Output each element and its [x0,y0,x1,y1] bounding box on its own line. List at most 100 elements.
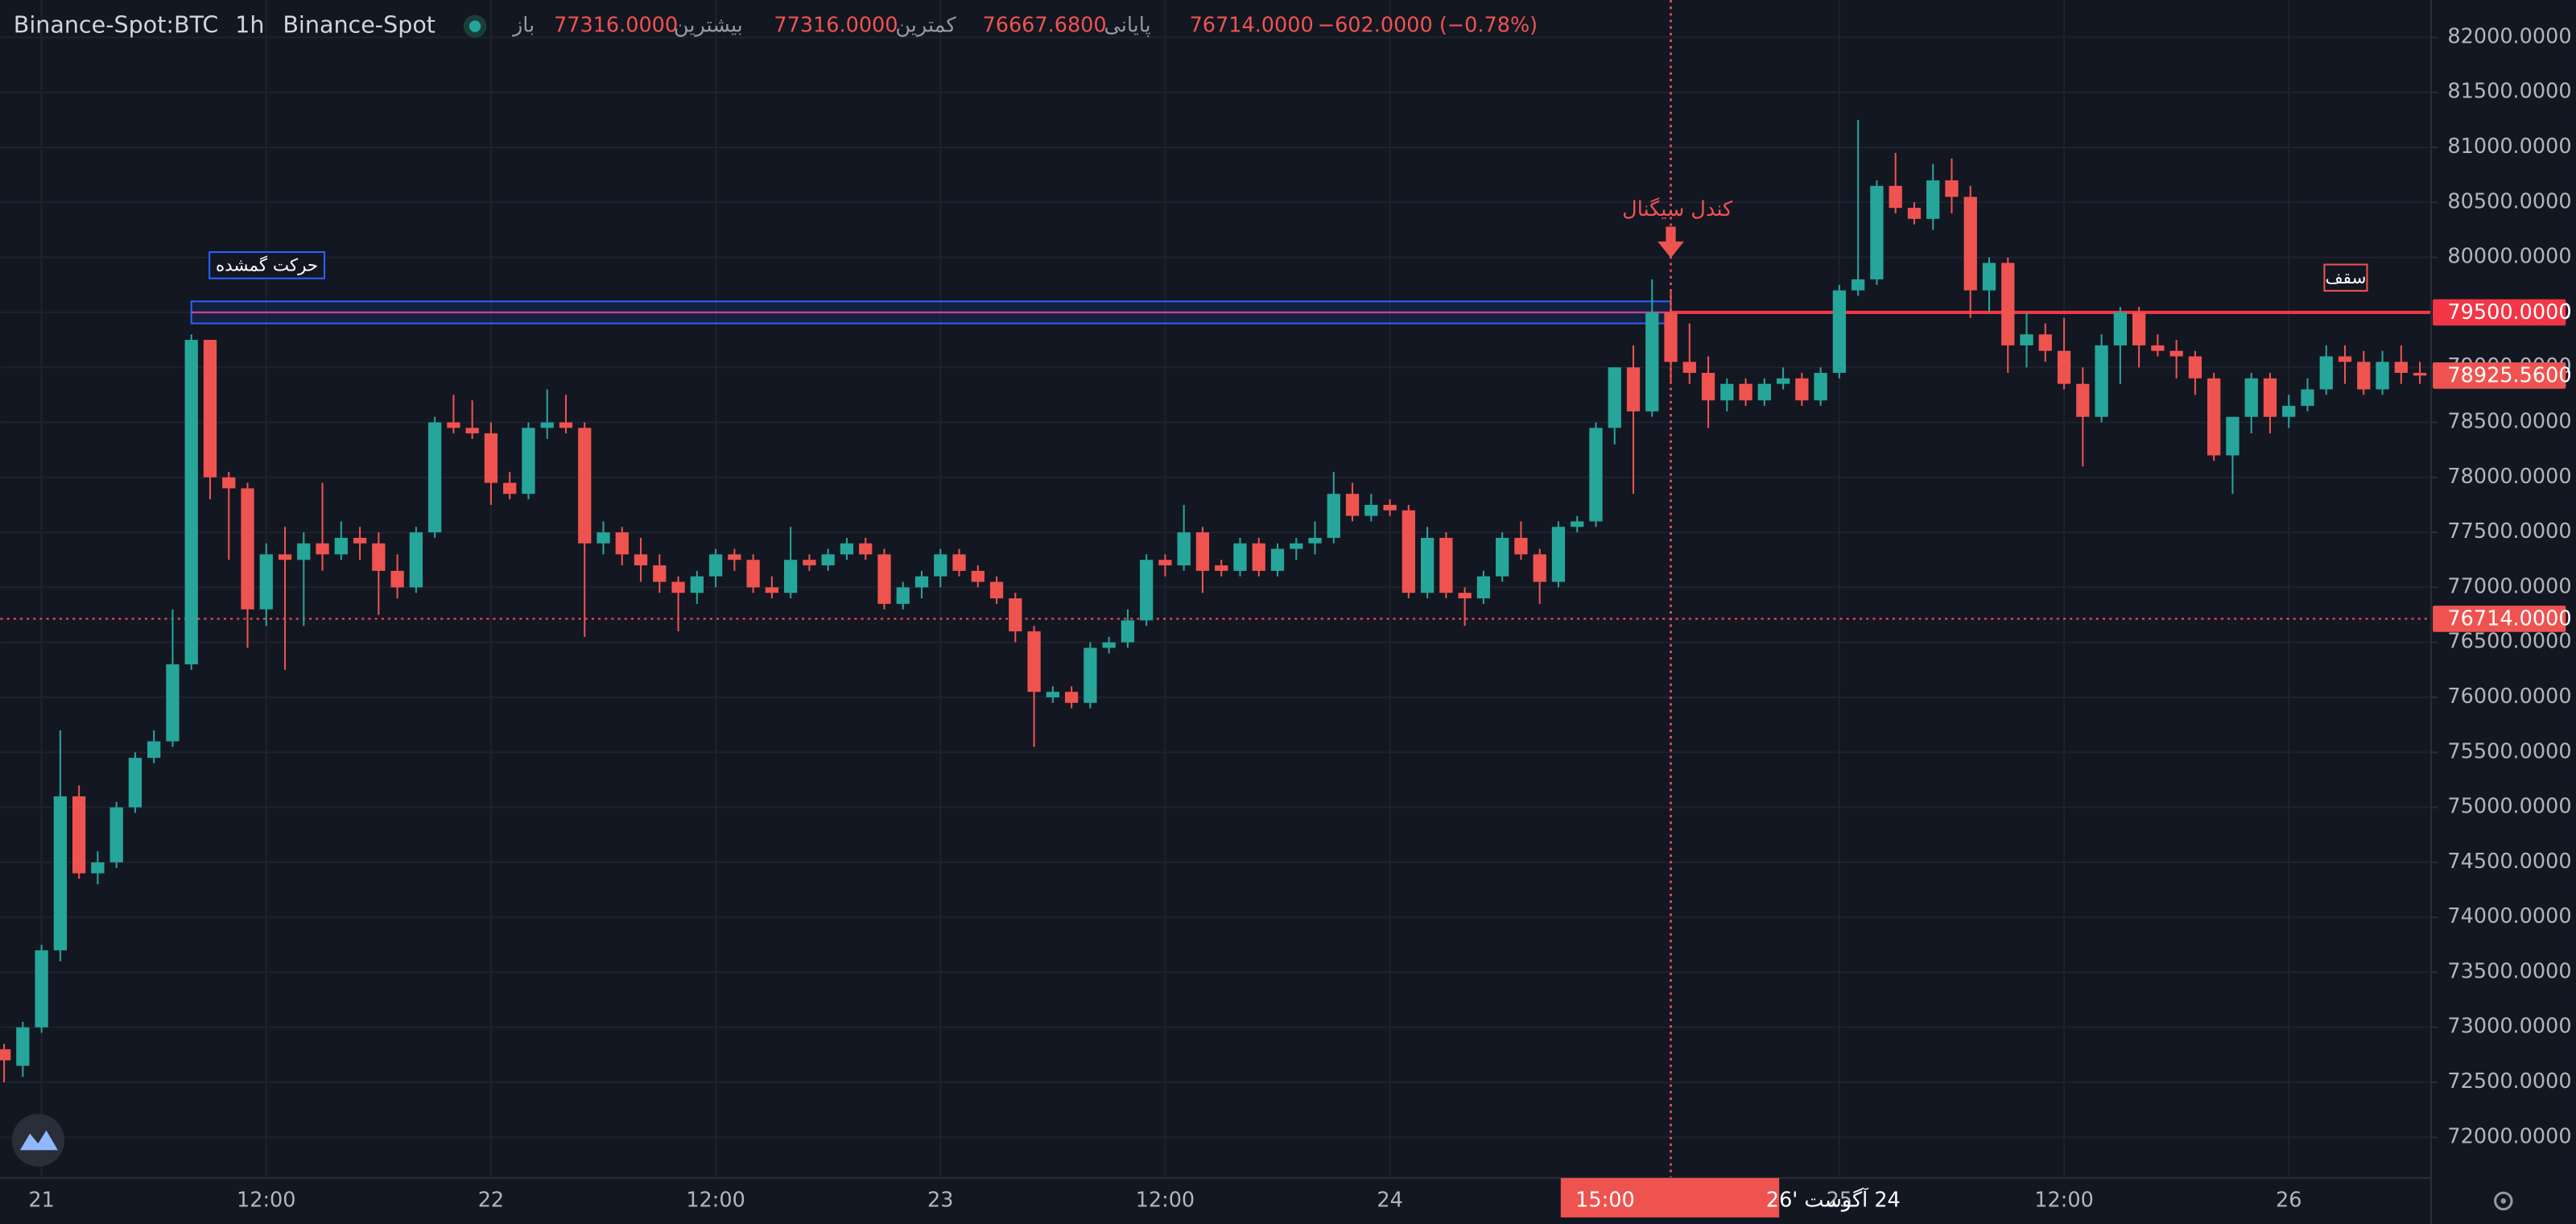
candle-body [1195,532,1210,571]
y-tick-label: 73500.0000 [2447,959,2571,983]
candle-body [334,537,348,555]
x-tick-label: 22 [478,1188,504,1212]
header: Binance-Spot:BTC 1h Binance-Spot باز 773… [14,11,1538,39]
y-tick-label: 78000.0000 [2447,465,2571,489]
candle-body [803,560,816,566]
y-tick-label: 81000.0000 [2447,134,2571,159]
candle-body [1551,527,1566,582]
candle-body [1626,367,1641,411]
y-tick-label: 78500.0000 [2447,410,2571,434]
candle-body [1776,378,1790,384]
candle-body [2001,263,2015,345]
y-tick-label: 76000.0000 [2447,684,2571,709]
interval[interactable]: 1h [235,11,264,39]
candle-body [1814,373,1827,401]
candle-body [2169,350,2183,357]
candle-body [1907,208,1922,219]
x-tick-label: 12:00 [686,1188,745,1212]
candle-body [989,581,1004,599]
candle-body [2207,378,2221,456]
candle-body [1496,537,1509,577]
candle-body [1476,576,1491,599]
candle-body [1402,510,1415,593]
candle-body [578,428,592,544]
x-tick-label: 26 [2276,1188,2301,1212]
candle-body [16,1027,30,1066]
candle-body [91,862,105,874]
price-label-box [2433,299,2566,326]
candle-body [877,554,891,604]
candle-body [278,554,292,560]
signal-label: کندل سیگنال [1622,197,1733,221]
candle-body [2038,334,2052,351]
y-tick-label: 81500.0000 [2447,80,2571,104]
candle-body [1046,692,1059,697]
candle-body [2319,356,2333,390]
zone-label: حرکت گمشده [216,254,318,275]
price-label: 79500.0000 [2447,300,2571,325]
candle-body [1645,312,1659,411]
candle-body [1252,543,1265,571]
candle-body [821,554,835,566]
candle-body [1701,373,1715,401]
candle-body [372,543,386,571]
exchange[interactable]: Binance-Spot [283,11,436,39]
candle-body [765,587,779,593]
candle-body [222,477,236,489]
candle-body [1945,180,1959,197]
logo[interactable] [11,1114,64,1167]
legend-value: 76714.0000 [1190,14,1314,38]
candle-body [128,758,142,808]
candle-body [1514,537,1528,555]
candle-body [1832,290,1847,374]
candle-body [1270,548,1285,571]
y-tick-label: 74500.0000 [2447,850,2571,874]
price-label-box [2433,362,2566,389]
x-tick-label: 12:00 [1136,1188,1195,1212]
candle-body [2151,345,2165,351]
candle-body [728,554,741,560]
symbol[interactable]: Binance-Spot:BTC [14,11,219,39]
signal-arrow [1657,226,1684,258]
candle-body [2413,373,2427,376]
candle-body [522,428,535,494]
candle-body [484,433,498,483]
price-label: 78925.5600 [2447,363,2571,387]
crosshair-time: 15:00 [1575,1188,1635,1212]
price-label-box [2433,606,2566,632]
y-tick-label: 80000.0000 [2447,245,2571,269]
candle-body [615,532,629,555]
candle-body [390,570,404,588]
y-tick-label: 77000.0000 [2447,574,2571,598]
candle-body [1608,367,1621,428]
candle-body [2132,312,2146,345]
candle-body [1682,362,1696,374]
candle-body [35,950,48,1028]
x-tick-label: 23 [927,1188,953,1212]
candle-body [0,1049,11,1061]
y-tick-label: 80500.0000 [2447,189,2571,213]
candle-body [1158,560,1172,566]
candle-body [184,340,198,664]
candle-body [2263,378,2277,417]
candle-body [1420,537,1435,593]
candle-body [708,554,723,577]
legend-label: پایانی [1104,14,1150,38]
candle-body [2357,362,2371,390]
candle-body [971,570,985,582]
candle-body [784,560,798,593]
candle-body [559,422,573,428]
candle-body [1533,554,1546,582]
candle-body [2338,356,2352,362]
settings-icon[interactable] [2494,1191,2513,1211]
y-tick-label: 75000.0000 [2447,795,2571,819]
x-tick-label: 12:00 [2034,1188,2094,1212]
candle-body [1233,543,1247,571]
legend-change: −602.0000 (−0.78%) [1318,14,1538,38]
candle-body [840,543,854,555]
legend-value: 77316.0000 [774,14,898,38]
crosshair-label-box [1560,1177,1780,1218]
candle-body [1870,185,1884,279]
y-tick-label: 76500.0000 [2447,630,2571,654]
status-dot [469,20,481,32]
